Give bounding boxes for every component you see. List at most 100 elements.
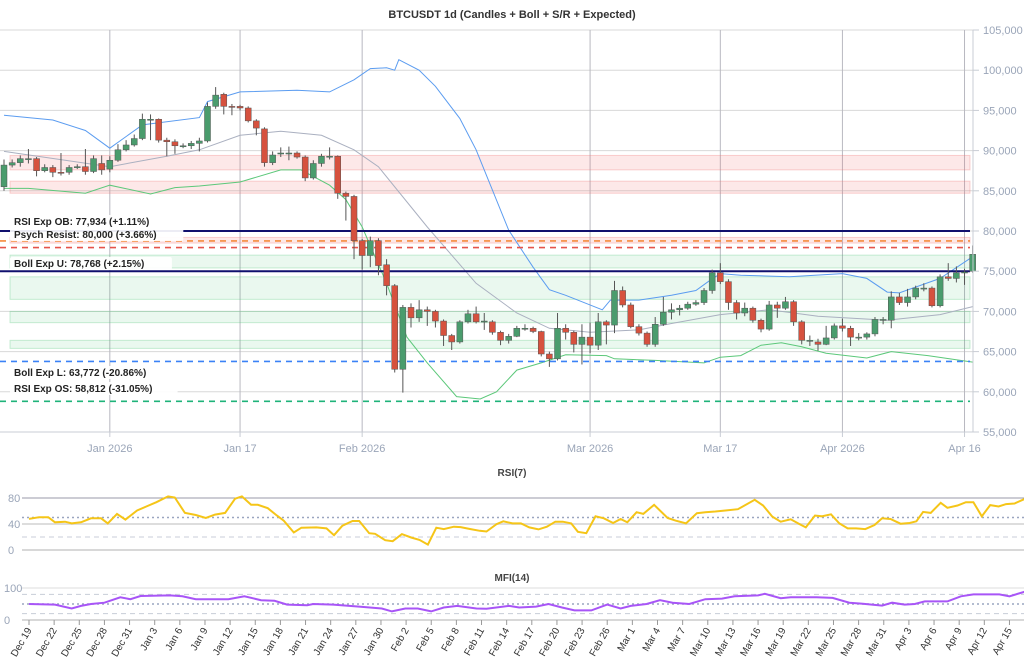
- candle: [651, 317, 659, 347]
- level-label: RSI Exp OS: 58,812 (-31.05%): [14, 384, 152, 395]
- level-label: Boll Exp L: 63,772 (-20.86%): [14, 368, 146, 379]
- candle: [765, 300, 773, 331]
- date-tick-label: Dec 19: [9, 626, 35, 659]
- candle-body: [790, 301, 797, 323]
- candle: [912, 285, 919, 300]
- date-tick-label: Dec 31: [110, 626, 136, 659]
- candle: [301, 155, 309, 182]
- date-tick-label: Dec 28: [85, 626, 111, 659]
- date-tick-label: Dec 22: [34, 626, 60, 659]
- date-tick-label: Mar 28: [839, 626, 864, 659]
- candle-body: [464, 313, 472, 323]
- date-tick-label: Mar 25: [814, 626, 839, 659]
- mfi-panel: 100 0: [4, 583, 1024, 627]
- candle: [839, 318, 846, 332]
- candle-body: [472, 313, 480, 323]
- candle-body: [700, 290, 708, 303]
- candle: [594, 313, 602, 350]
- candle: [49, 165, 57, 178]
- candle: [586, 322, 594, 354]
- candle-body: [888, 296, 895, 321]
- candle-body: [432, 311, 439, 322]
- candle: [944, 263, 952, 281]
- date-tick-label: Apr 15: [991, 626, 1015, 657]
- candle-body: [106, 159, 114, 170]
- candle-body: [383, 264, 390, 286]
- indicator-line: [28, 495, 1024, 546]
- candle-body: [871, 319, 879, 335]
- date-tick-label: Feb 8: [440, 626, 463, 654]
- candle: [155, 118, 162, 143]
- candle: [130, 134, 138, 147]
- candle: [432, 309, 439, 328]
- candle: [74, 164, 81, 170]
- candle-body: [505, 336, 512, 341]
- candle-body: [122, 144, 130, 151]
- candle-body: [578, 336, 586, 345]
- candle: [603, 320, 610, 345]
- candle: [391, 284, 398, 373]
- candle: [692, 300, 700, 306]
- candle-body: [277, 152, 285, 155]
- candle: [228, 103, 236, 116]
- candle: [708, 269, 716, 294]
- candle: [41, 164, 48, 173]
- candle: [139, 113, 146, 141]
- candle: [481, 313, 488, 330]
- x-tick-label: Apr 2026: [820, 443, 865, 455]
- date-tick-label: Apr 12: [966, 626, 990, 657]
- candle-body: [415, 309, 423, 319]
- candle: [798, 320, 805, 345]
- candle: [562, 324, 569, 340]
- date-tick-label: Feb 23: [563, 626, 588, 659]
- date-tick-label: Feb 5: [415, 626, 438, 654]
- candle-body: [261, 128, 268, 163]
- candle-body: [244, 107, 252, 122]
- candle-body: [65, 167, 73, 173]
- candle: [879, 317, 887, 325]
- candle-body: [114, 149, 122, 161]
- candle-body: [293, 152, 301, 158]
- candle: [831, 323, 838, 340]
- date-tick-label: Mar 10: [688, 626, 713, 659]
- candle-body: [847, 328, 854, 338]
- candle: [660, 296, 667, 326]
- date-tick-label: Feb 11: [462, 626, 487, 658]
- candle: [790, 300, 797, 326]
- candle-body: [774, 304, 781, 309]
- date-tick-label: Feb 20: [537, 626, 562, 659]
- level-label-bg: [10, 215, 172, 228]
- candle-body: [611, 290, 618, 326]
- candle-body: [220, 94, 228, 107]
- candle-body: [334, 155, 341, 194]
- candle: [888, 291, 895, 329]
- candle-body: [448, 335, 455, 343]
- candle: [0, 159, 8, 191]
- candle-body: [367, 240, 374, 256]
- candle: [489, 320, 496, 335]
- candle-body: [936, 276, 944, 307]
- date-tick-label: Jan 6: [164, 626, 186, 653]
- candle-body: [440, 320, 447, 336]
- candle: [196, 137, 203, 152]
- candle-body: [627, 304, 635, 327]
- candle-body: [407, 307, 415, 319]
- date-tick-label: Mar 13: [713, 626, 738, 659]
- candle: [521, 324, 529, 331]
- level-label: Psych Resist: 80,000 (+3.66%): [14, 230, 157, 241]
- candle: [717, 263, 724, 285]
- candle: [871, 317, 879, 337]
- candle: [456, 320, 464, 344]
- candle: [277, 147, 285, 158]
- candle: [928, 286, 936, 308]
- candle-body: [668, 309, 675, 313]
- candle: [611, 280, 618, 334]
- candle: [253, 119, 260, 136]
- candle-body: [879, 319, 887, 321]
- candle: [82, 148, 89, 175]
- candle-body: [513, 328, 521, 337]
- candle: [920, 283, 928, 292]
- resistance-zone: [9, 180, 971, 194]
- y-tick-label: 80,000: [983, 226, 1017, 238]
